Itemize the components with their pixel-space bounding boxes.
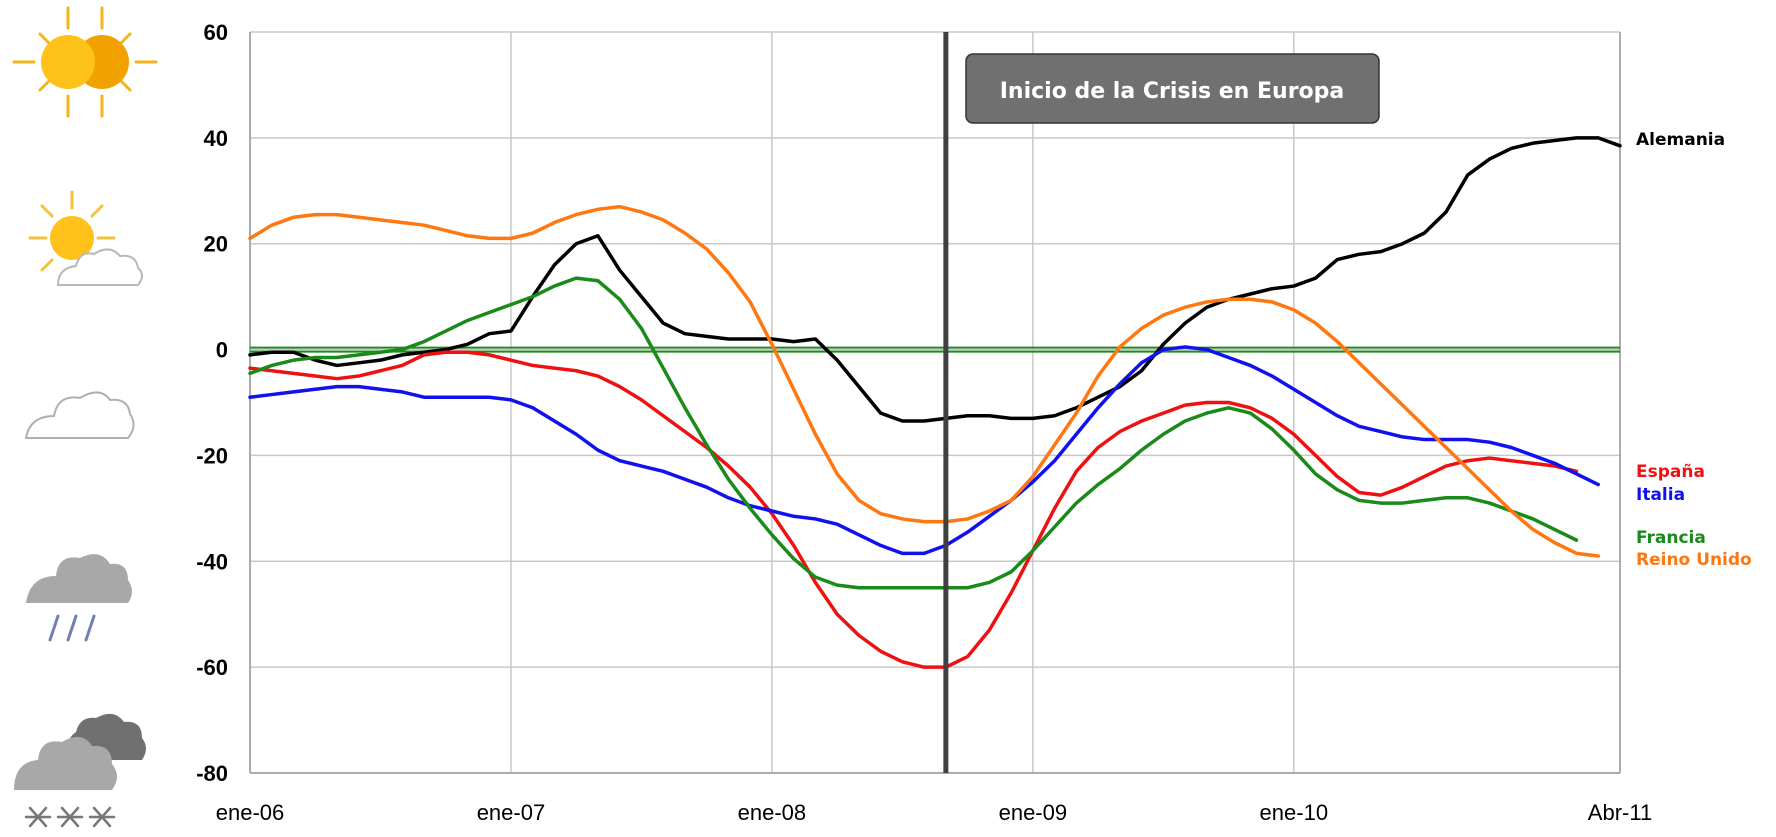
crisis-annotation: Inicio de la Crisis en Europa xyxy=(965,53,1380,124)
series-lines xyxy=(248,136,1622,669)
series-label-francia: Francia xyxy=(1636,528,1706,548)
y-tick-label: -60 xyxy=(196,655,228,680)
partly-cloudy-icon xyxy=(28,190,143,286)
rain-icon xyxy=(26,554,132,642)
series-label-alemania: Alemania xyxy=(1636,130,1725,150)
cloudy-icon xyxy=(24,391,135,439)
grid xyxy=(249,31,1621,774)
series-line-reino-unido xyxy=(248,204,1601,558)
series-label-españa: España xyxy=(1636,462,1705,482)
y-tick-label: 0 xyxy=(216,338,228,363)
tick-labels: 60 40 20 0 -20 -40 -60 -80 ene-06 ene-07 ene-08 ene… xyxy=(196,20,1652,825)
sunny-icon xyxy=(12,6,158,118)
x-tick-label: ene-10 xyxy=(1260,800,1329,825)
y-tick-label: -40 xyxy=(196,549,228,574)
series-line-francia xyxy=(248,276,1579,590)
x-tick-label: ene-07 xyxy=(477,800,546,825)
x-tick-label: ene-06 xyxy=(216,800,285,825)
annotation-text: Inicio de la Crisis en Europa xyxy=(1000,79,1345,104)
annotation-box xyxy=(965,53,1380,124)
series-label-italia: Italia xyxy=(1636,485,1685,505)
snow-icon xyxy=(14,713,146,828)
axes xyxy=(249,32,1621,774)
series-label-reino-unido: Reino Unido xyxy=(1636,550,1752,570)
x-tick-label: Abr-11 xyxy=(1588,800,1652,825)
y-tick-label: 20 xyxy=(204,232,228,257)
y-tick-label: 60 xyxy=(204,20,228,45)
x-tick-label: ene-08 xyxy=(738,800,807,825)
series-line-alemania xyxy=(248,136,1622,423)
weather-icons xyxy=(12,6,158,828)
y-tick-label: -80 xyxy=(196,761,228,786)
y-tick-label: 40 xyxy=(204,126,228,151)
series-line-españa xyxy=(248,350,1579,669)
zero-line xyxy=(250,346,1620,353)
x-tick-label: ene-09 xyxy=(999,800,1068,825)
y-tick-label: -20 xyxy=(196,443,228,468)
series-line-italia xyxy=(248,345,1601,556)
